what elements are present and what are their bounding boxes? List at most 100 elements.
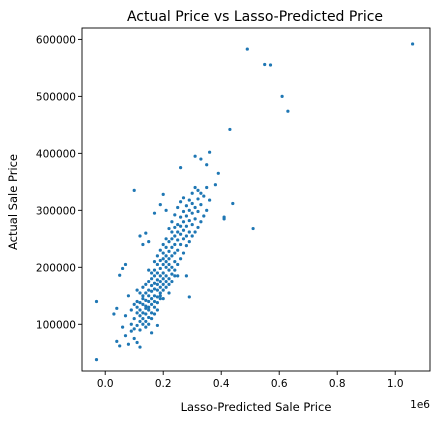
data-point-129 <box>167 291 171 295</box>
data-point-45 <box>144 298 148 302</box>
data-point-77 <box>152 274 157 278</box>
data-point-146 <box>176 262 180 267</box>
data-point-162 <box>181 228 186 232</box>
data-point-90 <box>155 254 159 258</box>
data-point-15 <box>129 329 133 333</box>
data-point-151 <box>176 274 180 278</box>
data-point-63 <box>150 297 154 301</box>
data-point-112 <box>164 279 168 284</box>
data-point-88 <box>155 262 159 267</box>
data-point-139 <box>173 260 177 264</box>
data-point-94 <box>158 279 162 284</box>
data-point-36 <box>141 297 145 301</box>
data-point-39 <box>141 302 145 306</box>
data-point-92 <box>158 285 162 289</box>
data-point-57 <box>147 288 151 292</box>
data-point-137 <box>170 220 174 224</box>
data-point-118 <box>164 245 168 249</box>
data-point-154 <box>179 242 183 247</box>
data-point-174 <box>187 218 191 223</box>
x-tick-label: 1.0 <box>387 378 404 390</box>
data-point-61 <box>147 268 151 272</box>
data-point-201 <box>208 150 212 154</box>
data-point-66 <box>150 311 154 315</box>
data-point-147 <box>176 248 180 252</box>
data-point-22 <box>135 299 139 304</box>
data-point-183 <box>193 230 197 234</box>
data-point-7 <box>121 266 125 271</box>
data-point-173 <box>187 230 191 234</box>
y-tick-label: 400000 <box>36 148 76 160</box>
data-point-23 <box>135 311 139 315</box>
data-point-4 <box>115 339 119 343</box>
data-point-93 <box>158 291 162 295</box>
data-point-96 <box>158 297 162 301</box>
data-point-143 <box>173 274 177 278</box>
data-point-65 <box>150 289 154 293</box>
data-point-54 <box>147 308 151 312</box>
data-point-60 <box>147 322 151 326</box>
data-point-82 <box>155 288 159 292</box>
data-point-200 <box>205 163 209 167</box>
data-point-14 <box>129 322 133 326</box>
data-point-107 <box>161 257 165 261</box>
data-point-72 <box>152 294 157 298</box>
data-point-109 <box>161 242 165 247</box>
data-point-131 <box>170 265 174 269</box>
y-tick-label: 100000 <box>36 319 76 331</box>
data-point-122 <box>167 268 171 272</box>
data-point-40 <box>141 322 145 326</box>
data-point-197 <box>202 194 206 198</box>
data-point-193 <box>199 203 203 207</box>
y-tick-label: 600000 <box>36 34 76 46</box>
data-point-0 <box>94 299 99 304</box>
data-point-207 <box>228 127 232 132</box>
data-point-204 <box>216 171 220 175</box>
y-tick-label: 500000 <box>36 91 76 103</box>
data-point-190 <box>196 197 200 201</box>
data-point-81 <box>152 211 157 215</box>
data-point-50 <box>144 325 148 329</box>
data-point-35 <box>138 345 142 349</box>
data-point-98 <box>158 258 162 263</box>
data-point-117 <box>164 285 168 289</box>
x-tick-label: 0.4 <box>213 378 230 390</box>
data-point-213 <box>280 94 284 98</box>
data-point-38 <box>141 316 145 321</box>
data-point-179 <box>190 222 194 227</box>
data-point-134 <box>170 237 174 241</box>
data-point-132 <box>170 254 174 258</box>
data-point-76 <box>152 305 157 309</box>
data-point-210 <box>251 226 255 231</box>
data-point-47 <box>144 319 148 324</box>
data-point-67 <box>150 283 154 288</box>
data-point-169 <box>184 214 188 218</box>
data-point-5 <box>118 344 122 348</box>
data-point-211 <box>263 62 267 67</box>
data-point-55 <box>147 294 151 298</box>
data-point-111 <box>161 297 165 301</box>
data-point-105 <box>161 288 165 292</box>
data-point-127 <box>167 240 171 244</box>
data-point-203 <box>213 183 217 187</box>
data-point-71 <box>150 331 154 335</box>
y-tick-label: 200000 <box>36 262 76 274</box>
data-point-144 <box>173 225 177 230</box>
data-point-49 <box>144 282 148 286</box>
data-point-152 <box>176 205 180 210</box>
points-group <box>94 42 415 362</box>
data-point-12 <box>126 342 130 346</box>
data-point-184 <box>193 217 197 221</box>
data-point-164 <box>181 209 186 214</box>
x-offset-label: 1e6 <box>410 399 430 411</box>
data-point-86 <box>155 301 159 305</box>
data-point-119 <box>164 208 168 212</box>
data-point-124 <box>167 257 171 261</box>
data-point-175 <box>187 208 191 212</box>
data-point-37 <box>141 311 145 315</box>
y-tick-label: 300000 <box>36 205 76 217</box>
data-point-191 <box>196 188 200 192</box>
data-point-11 <box>123 262 128 267</box>
data-point-120 <box>164 237 168 241</box>
